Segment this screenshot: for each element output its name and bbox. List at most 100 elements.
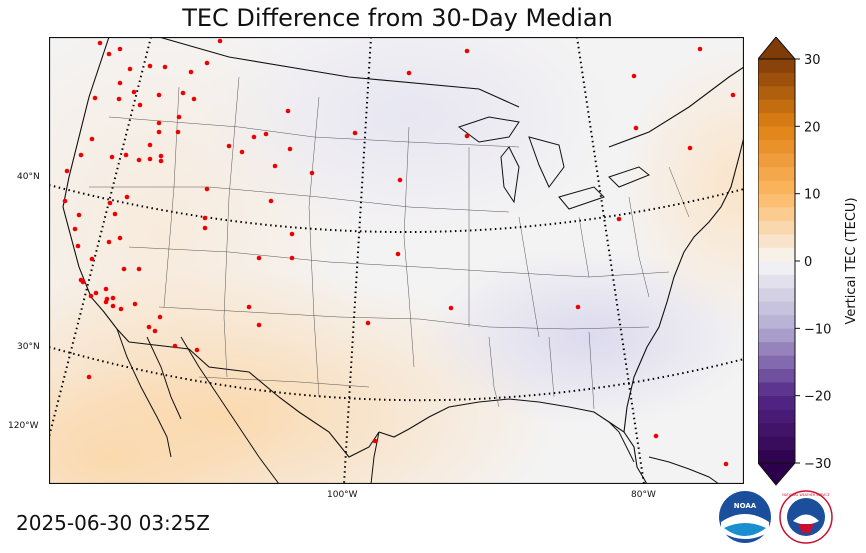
station-dot xyxy=(191,96,197,102)
colorbar-cell xyxy=(758,180,795,194)
east-coast xyxy=(623,136,744,433)
station-dot xyxy=(117,46,123,52)
colorbar-cell xyxy=(758,341,795,356)
lon-label-80w: 80°W xyxy=(631,490,656,500)
great-lakes xyxy=(457,116,650,210)
colorbar-label: Vertical TEC (TECU) xyxy=(844,197,859,324)
colorbar-cell xyxy=(758,59,795,73)
station-dot xyxy=(575,304,581,310)
station-dot xyxy=(464,48,470,54)
station-dot xyxy=(93,290,99,296)
colorbar-tick-label: 10 xyxy=(804,188,821,203)
colorbar-cell xyxy=(758,207,795,221)
station-dot xyxy=(106,239,112,245)
colorbar-cell xyxy=(758,395,795,410)
station-dot xyxy=(156,92,162,98)
station-dot xyxy=(162,64,168,70)
colorbar-cell xyxy=(758,112,795,127)
mexico-border xyxy=(128,341,380,458)
colorbar-cell xyxy=(758,193,795,208)
station-dot xyxy=(289,255,295,261)
station-dot xyxy=(395,251,401,257)
station-dot xyxy=(137,102,143,108)
station-dot xyxy=(147,63,153,69)
mexico-gulf-coast xyxy=(370,431,380,484)
station-dot xyxy=(147,142,153,148)
station-dot xyxy=(730,92,736,98)
station-dot xyxy=(75,243,81,249)
nws-logo: NATIONAL WEATHER SERVICE xyxy=(779,490,833,544)
station-dot xyxy=(78,152,84,158)
colorbar-cell xyxy=(758,328,795,343)
station-dot xyxy=(180,90,186,96)
station-dot xyxy=(157,314,163,320)
station-dot xyxy=(107,200,113,206)
station-dot xyxy=(127,66,133,72)
station-dot xyxy=(80,279,86,285)
colorbar-cell xyxy=(758,355,795,370)
colorbar-cell xyxy=(758,368,795,383)
station-dot xyxy=(131,89,137,95)
lat-label-40n: 40°N xyxy=(17,172,40,182)
colorbar-top-extend xyxy=(758,37,797,60)
colorbar-tick-label: 20 xyxy=(804,120,821,135)
field-northern-plains xyxy=(199,37,619,237)
colorbar-tick-label: −30 xyxy=(804,457,831,472)
colorbar-cell xyxy=(758,382,795,396)
station-dot xyxy=(97,40,103,46)
station-dot xyxy=(175,129,181,135)
colorbar-tick-label: −20 xyxy=(804,390,831,405)
station-dot xyxy=(251,134,257,140)
station-dot xyxy=(176,114,182,120)
colorbar-cell xyxy=(758,153,795,168)
station-dot xyxy=(103,286,109,292)
station-dot xyxy=(256,322,262,328)
station-dot xyxy=(202,225,208,231)
west-coast xyxy=(62,37,130,343)
timestamp: 2025-06-30 03:25Z xyxy=(16,511,210,535)
station-dot xyxy=(89,256,95,262)
station-dot xyxy=(204,60,210,66)
colorbar-cell xyxy=(758,287,795,302)
station-dot xyxy=(372,438,378,444)
station-dot xyxy=(76,212,82,218)
colorbar-cell xyxy=(758,220,795,235)
station-dot xyxy=(194,347,200,353)
station-dot xyxy=(116,96,122,102)
agency-logos: NOAA NATIONAL WEATHER SERVICE xyxy=(719,490,833,544)
colorbar-cell xyxy=(758,126,795,141)
colorbar-cell xyxy=(758,247,795,262)
station-dot xyxy=(631,73,637,79)
station-dot xyxy=(132,301,138,307)
station-dot xyxy=(121,266,127,272)
station-dot xyxy=(633,125,639,131)
station-dot xyxy=(204,186,210,192)
station-dot xyxy=(117,80,123,86)
lon-label-120w: 120°W xyxy=(8,421,39,431)
colorbar-cell xyxy=(758,99,795,114)
station-dot xyxy=(687,145,693,151)
colorbar-cell xyxy=(758,449,795,464)
cuba xyxy=(648,456,720,484)
station-dot xyxy=(406,70,412,76)
station-dot xyxy=(112,211,118,217)
colorbar-cell xyxy=(758,314,795,329)
station-dot xyxy=(263,131,269,137)
station-dot xyxy=(110,295,116,301)
station-dot xyxy=(285,108,291,114)
station-dot xyxy=(118,306,124,312)
florida xyxy=(608,421,635,463)
chart-title: TEC Difference from 30-Day Median xyxy=(182,4,613,32)
station-dot xyxy=(110,303,116,309)
station-dot xyxy=(246,304,252,310)
station-dot xyxy=(64,168,70,174)
colorbar-ticks: 30 20 10 0 −10 −20 −30 xyxy=(795,53,831,472)
station-dot xyxy=(123,152,129,158)
station-dot xyxy=(147,156,153,162)
baja-california xyxy=(116,328,182,458)
station-dot xyxy=(86,374,92,380)
station-dot xyxy=(89,136,95,142)
station-dot xyxy=(172,343,178,349)
station-dot xyxy=(156,129,162,135)
station-dot xyxy=(109,154,115,160)
